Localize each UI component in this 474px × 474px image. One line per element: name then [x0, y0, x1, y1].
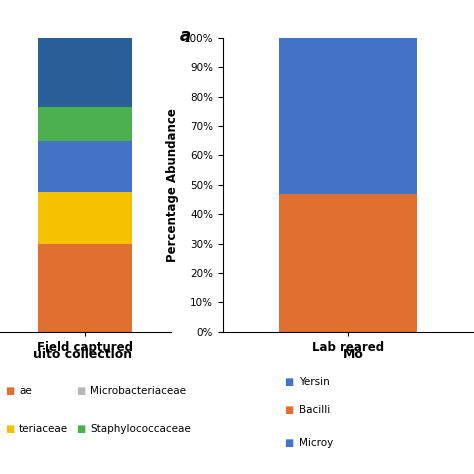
- Y-axis label: Percentage Abundance: Percentage Abundance: [166, 108, 179, 262]
- Bar: [279, 194, 418, 332]
- Bar: [38, 141, 132, 192]
- Text: ■: ■: [5, 386, 14, 396]
- Bar: [279, 38, 418, 194]
- Text: ■: ■: [5, 424, 14, 434]
- Text: a: a: [179, 27, 191, 45]
- Text: Yersin: Yersin: [299, 376, 329, 387]
- Bar: [38, 244, 132, 332]
- Text: teriaceae: teriaceae: [19, 424, 68, 434]
- Bar: [38, 192, 132, 244]
- Text: Staphylococcaceae: Staphylococcaceae: [90, 424, 191, 434]
- Bar: [38, 38, 132, 107]
- Text: ■: ■: [284, 376, 294, 387]
- Text: ae: ae: [19, 386, 32, 396]
- Text: Microy: Microy: [299, 438, 333, 448]
- Text: ■: ■: [284, 405, 294, 415]
- Text: Microbacteriaceae: Microbacteriaceae: [90, 386, 186, 396]
- Text: ■: ■: [76, 424, 85, 434]
- Text: Bacilli: Bacilli: [299, 405, 330, 415]
- Text: ■: ■: [76, 386, 85, 396]
- Bar: [38, 107, 132, 141]
- Text: Mo: Mo: [343, 348, 364, 361]
- Text: uito collection: uito collection: [33, 348, 133, 361]
- Text: ■: ■: [284, 438, 294, 448]
